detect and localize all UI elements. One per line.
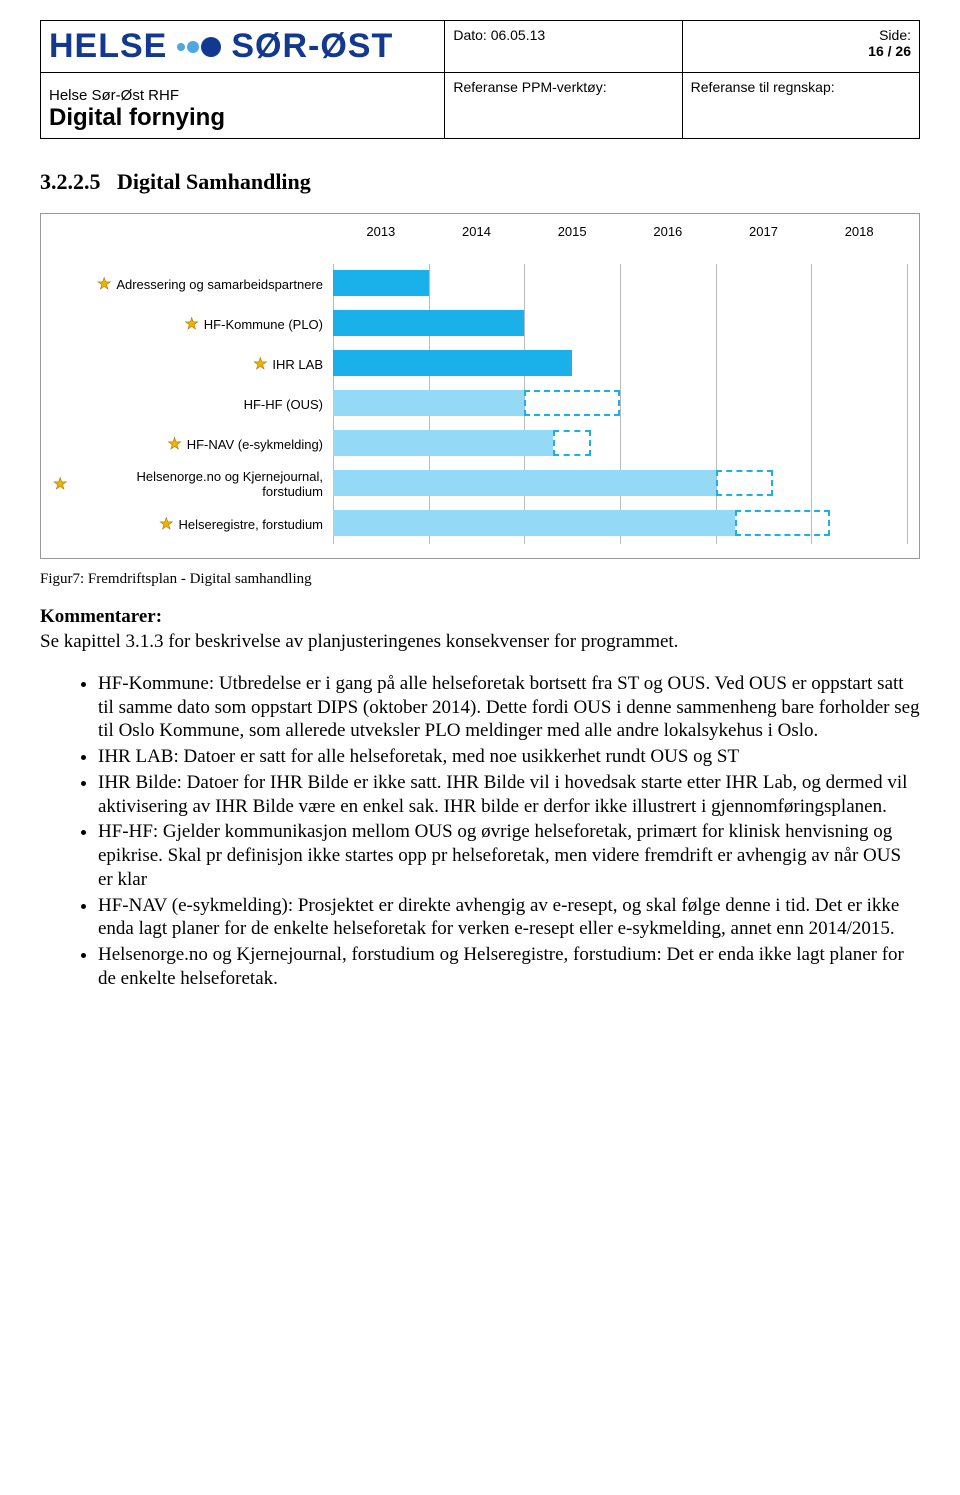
gantt-bar-dashed — [524, 390, 620, 416]
gantt-year-label: 2017 — [749, 224, 778, 239]
logo-text-left: HELSE — [49, 27, 167, 66]
gantt-bar-light — [333, 430, 553, 456]
bullet-list: HF-Kommune: Utbredelse er i gang på alle… — [40, 672, 920, 991]
dato-value: 06.05.13 — [491, 27, 546, 43]
gantt-task-text: HF-Kommune (PLO) — [204, 317, 323, 332]
gantt-bar-light — [333, 470, 716, 496]
gantt-year-label: 2014 — [462, 224, 491, 239]
bullet-item: HF-Kommune: Utbredelse er i gang på alle… — [98, 672, 920, 743]
gantt-task-label: ★ Adressering og samarbeidspartnere — [53, 264, 333, 304]
gantt-year-label: 2018 — [845, 224, 874, 239]
gantt-task-label: HF-HF (OUS) — [53, 384, 333, 424]
org-name: Helse Sør-Øst RHF — [49, 87, 436, 104]
logo-text-right: SØR-ØST — [231, 27, 393, 66]
gantt-year-axis: 2013 2014 2015 2016 2017 2018 — [333, 224, 907, 246]
gantt-task-cell — [333, 384, 907, 424]
gantt-year-label: 2016 — [653, 224, 682, 239]
gantt-task-cell — [333, 344, 907, 384]
bullet-item: HF-HF: Gjelder kommunikasjon mellom OUS … — [98, 820, 920, 891]
kommentarer-heading: Kommentarer: — [40, 606, 920, 628]
side-label: Side: — [691, 27, 911, 43]
header-table: HELSE SØR-ØST Dato: 06.05.13 Side: 16 / … — [40, 20, 920, 139]
gantt-year-label: 2015 — [558, 224, 587, 239]
star-icon: ★ — [167, 434, 181, 454]
section-title: Digital Samhandling — [117, 169, 311, 194]
gantt-task-label: ★ HF-NAV (e-sykmelding) — [53, 424, 333, 464]
gantt-bar-solid — [333, 310, 524, 336]
kommentarer-intro: Se kapittel 3.1.3 for beskrivelse av pla… — [40, 630, 920, 654]
gantt-bar-dashed — [716, 470, 773, 496]
star-icon: ★ — [97, 274, 111, 294]
gantt-task-label: ★Helsenorge.no og Kjernejournal, forstud… — [53, 464, 333, 504]
page-subtitle: Digital fornying — [49, 104, 436, 132]
gantt-header-spacer — [53, 224, 333, 264]
side-value: 16 / 26 — [691, 43, 911, 59]
gantt-chart: 2013 2014 2015 2016 2017 2018 ★ Adressering og … — [40, 213, 920, 559]
bullet-item: Helsenorge.no og Kjernejournal, forstudi… — [98, 943, 920, 991]
gantt-task-cell — [333, 304, 907, 344]
bullet-item: IHR LAB: Datoer er satt for alle helsefo… — [98, 745, 920, 769]
gantt-task-label: ★ HF-Kommune (PLO) — [53, 304, 333, 344]
gantt-year-label: 2013 — [366, 224, 395, 239]
gantt-bar-light — [333, 510, 735, 536]
logo-dots-icon — [177, 37, 221, 57]
logo: HELSE SØR-ØST — [49, 27, 436, 66]
star-icon: ★ — [184, 314, 198, 334]
gantt-task-text: IHR LAB — [272, 357, 323, 372]
gantt-bar-solid — [333, 350, 572, 376]
star-icon: ★ — [53, 474, 67, 494]
gantt-bar-solid — [333, 270, 429, 296]
star-icon: ★ — [253, 354, 267, 374]
gantt-task-label: ★ IHR LAB — [53, 344, 333, 384]
ref-ppm-label: Referanse PPM-verktøy: — [453, 79, 606, 95]
gantt-bar-dashed — [553, 430, 591, 456]
bullet-item: HF-NAV (e-sykmelding): Prosjektet er dir… — [98, 894, 920, 942]
dato-label: Dato: — [453, 27, 490, 43]
ref-regnskap-label: Referanse til regnskap: — [691, 79, 835, 95]
gantt-task-cell — [333, 424, 907, 464]
section-number: 3.2.2.5 — [40, 169, 101, 194]
gantt-bar-light — [333, 390, 524, 416]
gantt-task-cell — [333, 264, 907, 304]
gantt-task-text: HF-HF (OUS) — [244, 397, 323, 412]
gantt-task-text: Helseregistre, forstudium — [179, 517, 324, 532]
gantt-task-text: Adressering og samarbeidspartnere — [116, 277, 323, 292]
gantt-task-text: Helsenorge.no og Kjernejournal, forstudi… — [72, 469, 323, 499]
section-heading: 3.2.2.5 Digital Samhandling — [40, 169, 920, 195]
gantt-task-cell — [333, 504, 907, 544]
gantt-task-text: HF-NAV (e-sykmelding) — [187, 437, 323, 452]
bullet-item: IHR Bilde: Datoer for IHR Bilde er ikke … — [98, 771, 920, 819]
gantt-task-cell — [333, 464, 907, 504]
star-icon: ★ — [159, 514, 173, 534]
gantt-bar-dashed — [735, 510, 831, 536]
gantt-task-label: ★ Helseregistre, forstudium — [53, 504, 333, 544]
figure-caption: Figur7: Fremdriftsplan - Digital samhand… — [40, 571, 920, 588]
